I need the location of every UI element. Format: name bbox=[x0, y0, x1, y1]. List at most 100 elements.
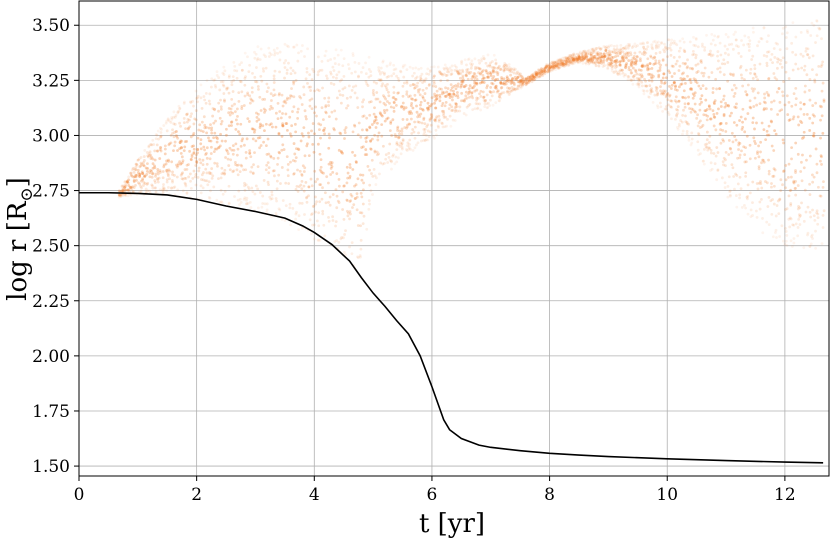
scatter-point bbox=[392, 109, 396, 113]
scatter-point bbox=[479, 94, 483, 98]
scatter-point bbox=[230, 80, 234, 84]
scatter-point bbox=[562, 64, 565, 68]
scatter-point bbox=[351, 206, 354, 209]
scatter-point bbox=[117, 189, 121, 193]
scatter-point bbox=[165, 189, 169, 193]
scatter-point bbox=[161, 176, 165, 180]
scatter-point bbox=[361, 105, 364, 109]
scatter-point bbox=[280, 134, 284, 138]
scatter-point bbox=[366, 84, 370, 87]
scatter-point bbox=[141, 172, 145, 175]
scatter-point bbox=[134, 175, 138, 179]
scatter-point bbox=[153, 149, 157, 153]
scatter-point bbox=[348, 245, 351, 249]
scatter-point bbox=[615, 58, 619, 62]
scatter-point bbox=[718, 87, 721, 91]
scatter-point bbox=[731, 140, 735, 144]
scatter-point bbox=[650, 67, 654, 70]
scatter-point bbox=[612, 71, 616, 74]
scatter-point bbox=[386, 83, 389, 86]
scatter-point bbox=[330, 165, 334, 169]
scatter-point bbox=[486, 75, 490, 79]
scatter-point bbox=[733, 135, 737, 138]
scatter-point bbox=[527, 75, 531, 79]
scatter-point bbox=[509, 73, 513, 77]
scatter-point bbox=[289, 66, 293, 70]
scatter-point bbox=[264, 122, 268, 126]
scatter-point bbox=[121, 187, 125, 191]
scatter-point bbox=[275, 179, 279, 183]
scatter-point bbox=[613, 51, 617, 55]
scatter-point bbox=[524, 78, 528, 81]
scatter-point bbox=[348, 200, 352, 203]
scatter-point bbox=[433, 101, 436, 105]
scatter-point bbox=[546, 67, 550, 71]
scatter-point bbox=[648, 62, 652, 66]
scatter-point bbox=[760, 161, 763, 165]
scatter-point bbox=[805, 29, 809, 33]
ticks: 0 2 4 6 8 10 121.501.752.002.252.502.753.003.2… bbox=[32, 16, 796, 505]
scatter-point bbox=[401, 84, 405, 88]
scatter-point bbox=[744, 90, 748, 94]
scatter-point bbox=[150, 143, 154, 147]
scatter-point bbox=[727, 43, 731, 47]
scatter-point bbox=[604, 49, 608, 53]
scatter-point bbox=[548, 66, 552, 70]
scatter-point bbox=[335, 172, 339, 176]
scatter-point bbox=[640, 52, 644, 56]
scatter-point bbox=[614, 59, 618, 63]
scatter-point bbox=[262, 140, 265, 144]
scatter-point bbox=[300, 173, 304, 176]
scatter-point bbox=[748, 105, 752, 109]
scatter-point bbox=[478, 92, 481, 96]
scatter-point bbox=[610, 58, 614, 62]
scatter-point bbox=[211, 114, 215, 118]
scatter-point bbox=[139, 189, 143, 193]
scatter-point bbox=[521, 76, 524, 80]
scatter-point bbox=[329, 81, 333, 85]
scatter-point bbox=[269, 197, 273, 201]
scatter-point bbox=[400, 142, 404, 145]
scatter-point bbox=[581, 54, 585, 58]
scatter-point bbox=[794, 141, 798, 145]
scatter-point bbox=[218, 200, 222, 204]
scatter-point bbox=[580, 56, 584, 60]
scatter-point bbox=[491, 66, 494, 69]
scatter-point bbox=[440, 72, 444, 76]
scatter-point bbox=[157, 137, 160, 141]
scatter-point bbox=[709, 151, 713, 155]
scatter-point bbox=[576, 57, 579, 61]
scatter-point bbox=[267, 152, 271, 156]
scatter-point bbox=[615, 72, 619, 76]
scatter-point bbox=[154, 133, 158, 136]
scatter-point bbox=[700, 100, 703, 104]
scatter-point bbox=[218, 88, 222, 92]
scatter-point bbox=[743, 34, 747, 38]
scatter-point bbox=[202, 171, 205, 174]
scatter-point bbox=[219, 188, 223, 192]
scatter-point bbox=[540, 66, 543, 70]
scatter-point bbox=[410, 112, 414, 115]
scatter-point bbox=[792, 179, 796, 183]
scatter-point bbox=[614, 49, 617, 52]
scatter-point bbox=[420, 72, 424, 76]
scatter-point bbox=[356, 133, 360, 137]
scatter-point bbox=[366, 165, 370, 168]
scatter-point bbox=[549, 65, 553, 69]
scatter-point bbox=[571, 58, 575, 62]
scatter-point bbox=[408, 65, 412, 69]
scatter-point bbox=[378, 72, 382, 76]
scatter-point bbox=[531, 75, 535, 79]
scatter-point bbox=[696, 148, 700, 152]
scatter-point bbox=[728, 146, 732, 150]
scatter-point bbox=[482, 95, 486, 99]
scatter-point bbox=[318, 183, 322, 187]
scatter-point bbox=[390, 74, 394, 78]
scatter-point bbox=[356, 256, 360, 260]
scatter-point bbox=[593, 48, 597, 52]
scatter-point bbox=[338, 131, 342, 135]
scatter-point bbox=[733, 187, 736, 191]
scatter-point bbox=[267, 86, 270, 90]
scatter-point bbox=[455, 69, 459, 73]
scatter-point bbox=[429, 123, 433, 127]
